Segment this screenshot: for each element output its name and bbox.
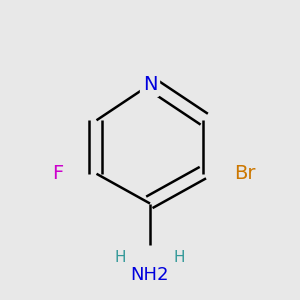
Text: N: N: [143, 75, 157, 94]
Text: H: H: [174, 250, 185, 265]
Text: F: F: [52, 164, 64, 183]
Text: NH2: NH2: [131, 266, 169, 284]
Text: Br: Br: [234, 164, 256, 183]
Text: H: H: [115, 250, 126, 265]
